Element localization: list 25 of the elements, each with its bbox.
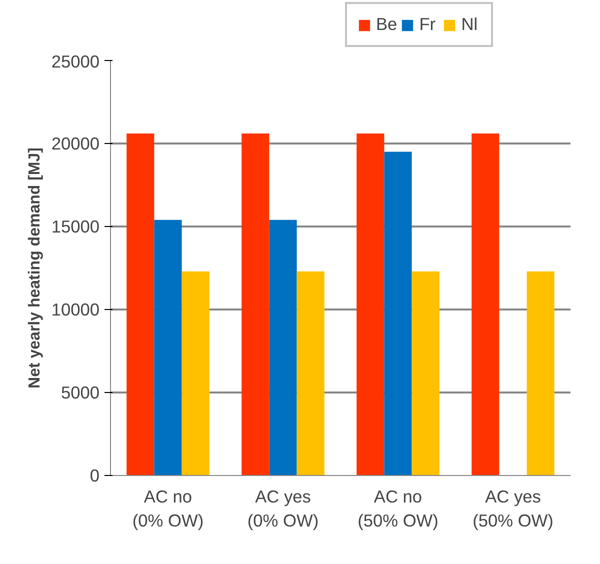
legend-label: Be [376, 14, 398, 35]
bar [356, 134, 384, 476]
bar [472, 134, 500, 476]
y-tick-label: 25000 [51, 52, 100, 72]
bar [412, 271, 440, 476]
y-tick-label: 10000 [51, 300, 100, 320]
bar [182, 271, 210, 476]
legend-label: Fr [419, 14, 437, 35]
x-tick-label: AC no (0% OW) [132, 486, 204, 530]
y-tick-label: 15000 [51, 216, 100, 236]
bar [384, 152, 412, 476]
bar [296, 271, 324, 476]
bar [126, 134, 154, 476]
x-tick-label: AC yes (50% OW) [472, 486, 554, 530]
y-tick-label: 0 [90, 466, 100, 486]
x-tick-label: AC yes (0% OW) [247, 486, 319, 530]
y-tick-label: 20000 [51, 134, 100, 154]
bar [242, 134, 270, 476]
bar [154, 220, 182, 476]
y-axis-title: Net yearly heating demand [MJ] [26, 148, 44, 388]
bar [269, 220, 297, 476]
y-tick-label: 5000 [60, 382, 100, 402]
legend-label: Nl [461, 14, 479, 35]
x-tick-label: AC no (50% OW) [358, 486, 438, 530]
bar [526, 271, 554, 476]
